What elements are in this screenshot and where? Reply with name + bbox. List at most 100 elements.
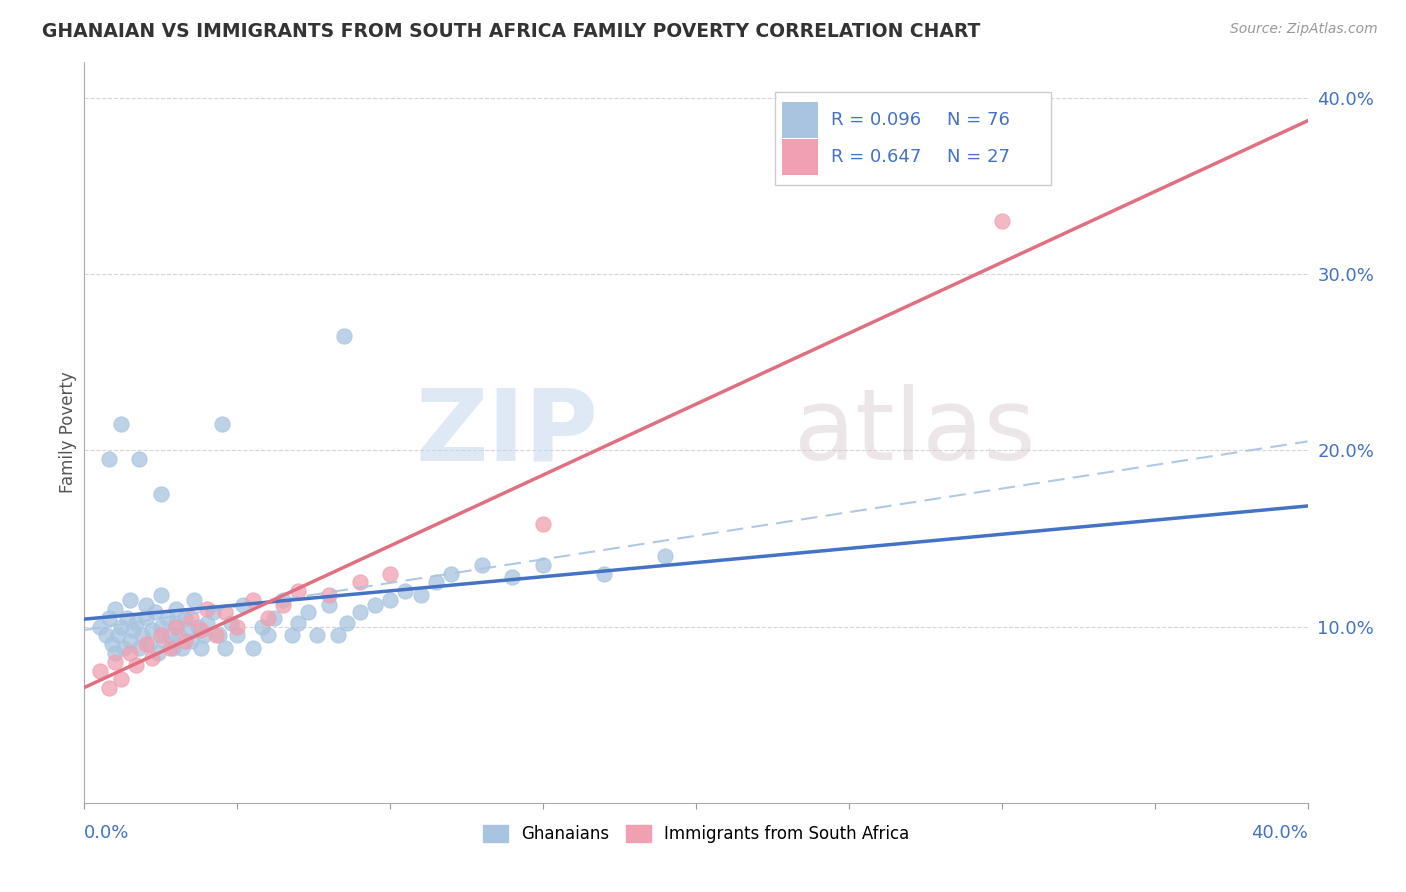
Point xyxy=(271,593,294,607)
Point xyxy=(146,646,169,660)
Point xyxy=(120,646,142,660)
Point xyxy=(333,328,356,343)
Point xyxy=(364,599,387,613)
Point xyxy=(153,633,176,648)
Text: 0.0%: 0.0% xyxy=(84,823,129,841)
Point xyxy=(97,452,120,467)
Point xyxy=(318,599,340,613)
Point xyxy=(271,599,294,613)
Point xyxy=(110,417,132,431)
Point xyxy=(991,214,1014,228)
Text: ZIP: ZIP xyxy=(415,384,598,481)
Point xyxy=(162,640,184,655)
Point xyxy=(257,628,280,642)
Point xyxy=(125,615,148,630)
Point xyxy=(226,619,249,633)
Point xyxy=(281,628,304,642)
Point xyxy=(183,593,205,607)
Bar xyxy=(782,103,818,138)
Point xyxy=(174,633,197,648)
Point xyxy=(287,584,309,599)
Point xyxy=(425,575,447,590)
Point xyxy=(138,637,160,651)
Text: Source: ZipAtlas.com: Source: ZipAtlas.com xyxy=(1230,22,1378,37)
Point xyxy=(328,628,350,642)
Point xyxy=(287,615,309,630)
Point xyxy=(186,619,208,633)
Point xyxy=(165,602,187,616)
Bar xyxy=(782,139,818,175)
Text: atlas: atlas xyxy=(794,384,1035,481)
Point xyxy=(195,602,218,616)
Point xyxy=(174,610,197,624)
Point xyxy=(159,640,181,655)
Point xyxy=(94,628,117,642)
Point xyxy=(177,623,200,637)
Point xyxy=(149,619,172,633)
Point xyxy=(120,593,142,607)
Point xyxy=(112,640,135,655)
Point xyxy=(104,602,127,616)
Point xyxy=(180,610,202,624)
Point xyxy=(165,619,187,633)
Point xyxy=(394,584,416,599)
Point xyxy=(180,633,202,648)
Point xyxy=(149,588,172,602)
Point xyxy=(135,599,157,613)
Point xyxy=(101,637,124,651)
Point xyxy=(107,628,129,642)
Point xyxy=(205,628,228,642)
Legend: Ghanaians, Immigrants from South Africa: Ghanaians, Immigrants from South Africa xyxy=(477,819,915,850)
Text: R = 0.096: R = 0.096 xyxy=(831,112,921,129)
Point xyxy=(305,628,328,642)
Point xyxy=(89,619,111,633)
Point xyxy=(89,664,111,678)
Point xyxy=(336,615,359,630)
Text: GHANAIAN VS IMMIGRANTS FROM SOUTH AFRICA FAMILY POVERTY CORRELATION CHART: GHANAIAN VS IMMIGRANTS FROM SOUTH AFRICA… xyxy=(42,22,980,41)
FancyBboxPatch shape xyxy=(776,92,1050,185)
Point xyxy=(349,575,371,590)
Point xyxy=(172,640,194,655)
Point xyxy=(141,651,163,665)
Text: R = 0.647: R = 0.647 xyxy=(831,148,921,166)
Point xyxy=(115,610,138,624)
Text: N = 76: N = 76 xyxy=(946,112,1010,129)
Point xyxy=(318,588,340,602)
Point xyxy=(349,606,371,620)
Point xyxy=(257,610,280,624)
Point xyxy=(156,610,179,624)
Point xyxy=(214,640,236,655)
Point xyxy=(226,628,249,642)
Point xyxy=(531,558,554,572)
Point xyxy=(195,615,218,630)
Point xyxy=(104,646,127,660)
Point xyxy=(131,628,153,642)
Point xyxy=(143,606,166,620)
Point xyxy=(149,628,172,642)
Point xyxy=(159,628,181,642)
Point xyxy=(380,566,402,581)
Point xyxy=(250,619,273,633)
Point xyxy=(440,566,463,581)
Point xyxy=(110,619,132,633)
Point xyxy=(125,658,148,673)
Point xyxy=(97,610,120,624)
Point xyxy=(190,623,212,637)
Point xyxy=(297,606,319,620)
Point xyxy=(120,633,142,648)
Point xyxy=(208,628,231,642)
Point xyxy=(654,549,676,563)
Point xyxy=(141,623,163,637)
Text: 40.0%: 40.0% xyxy=(1251,823,1308,841)
Point xyxy=(531,517,554,532)
Point xyxy=(214,606,236,620)
Point xyxy=(135,610,157,624)
Point xyxy=(471,558,494,572)
Point xyxy=(167,628,190,642)
Point xyxy=(593,566,616,581)
Text: N = 27: N = 27 xyxy=(946,148,1010,166)
Point xyxy=(193,628,215,642)
Point xyxy=(97,681,120,696)
Point xyxy=(122,623,145,637)
Point xyxy=(242,640,264,655)
